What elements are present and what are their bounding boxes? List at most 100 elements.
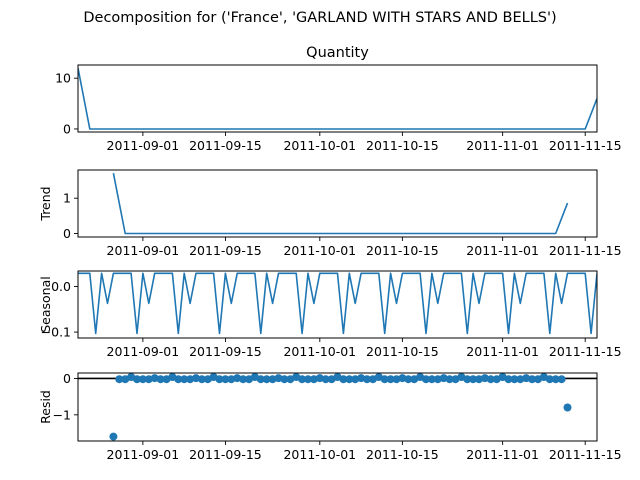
plot-frame-border <box>77 270 598 339</box>
panel-4: Resid −1 0 2011-09-01 2011-09-15 2011-10-01 20… <box>38 371 622 462</box>
panel-2: Trend 0 1 2011-09-01 2011-09-15 2011-10-01 201… <box>38 169 622 258</box>
x-tick-label: 2011-11-15 <box>549 344 622 359</box>
x-tick-label: 2011-11-15 <box>549 243 622 258</box>
resid-point <box>315 374 324 383</box>
resid-point <box>545 375 554 384</box>
resid-point <box>404 375 413 384</box>
x-tick-label: 2011-10-01 <box>283 447 356 462</box>
panel-1: Quantity 0 10 2011-09-01 2011-09-15 2011-10-0… <box>55 45 621 153</box>
resid-point <box>557 375 566 384</box>
series-line <box>78 272 597 335</box>
resid-point <box>197 375 206 384</box>
y-tick-label: −1 <box>53 407 71 422</box>
resid-point <box>133 375 141 384</box>
panel-title: Quantity <box>306 45 369 61</box>
x-tick-label: 2011-10-01 <box>283 243 356 258</box>
resid-point <box>516 375 525 384</box>
y-axis-label: Resid <box>38 390 53 424</box>
series-group <box>78 373 597 441</box>
resid-point <box>445 375 454 384</box>
series-group <box>78 67 597 130</box>
x-tick-label: 2011-09-15 <box>189 447 262 462</box>
resid-point <box>138 375 147 384</box>
resid-point <box>469 375 478 384</box>
x-tick-label: 2011-10-15 <box>366 447 439 462</box>
series-group <box>112 173 569 235</box>
x-tick-label: 2011-10-15 <box>366 344 439 359</box>
resid-point <box>174 375 183 384</box>
y-tick-label: 0 <box>63 226 71 241</box>
resid-point <box>180 375 189 384</box>
x-tick-label: 2011-10-15 <box>366 243 439 258</box>
x-tick-label: 2011-09-01 <box>107 243 180 258</box>
resid-point <box>433 375 442 384</box>
resid-point <box>480 374 489 383</box>
figure-title: Decomposition for ('France', 'GARLAND WI… <box>83 10 556 26</box>
x-tick-label: 2011-09-15 <box>189 138 262 153</box>
x-tick-label: 2011-10-01 <box>283 138 356 153</box>
series-line <box>112 173 569 235</box>
resid-point <box>221 375 230 384</box>
x-tick-label: 2011-10-15 <box>366 138 439 153</box>
resid-point <box>504 375 513 384</box>
resid-point <box>309 375 318 384</box>
x-tick-label: 2011-11-01 <box>466 447 539 462</box>
resid-point <box>150 374 159 383</box>
resid-outlier-point <box>109 432 118 441</box>
panel-3: Seasonal−0.1 0.0 2011-09-01 2011-09-15 2011-… <box>38 270 622 359</box>
resid-point <box>510 375 519 384</box>
x-tick-label: 2011-11-15 <box>549 447 622 462</box>
series-line <box>78 67 597 130</box>
resid-point <box>522 374 531 383</box>
resid-point <box>144 375 153 384</box>
y-tick-label: 1 <box>63 191 71 206</box>
plot-frame <box>77 372 598 442</box>
resid-point <box>186 375 195 384</box>
y-tick-label: 0.0 <box>51 279 71 294</box>
plot-frame-border <box>77 64 598 133</box>
x-tick-label: 2011-11-15 <box>549 138 622 153</box>
resid-point <box>298 375 307 384</box>
resid-point <box>115 375 124 384</box>
resid-point <box>268 375 277 384</box>
plot-frame <box>77 64 598 133</box>
resid-point <box>345 375 354 384</box>
x-tick-label: 2011-09-01 <box>107 447 180 462</box>
plot-frame <box>77 169 598 238</box>
x-tick-label: 2011-10-01 <box>283 344 356 359</box>
resid-point <box>280 375 289 384</box>
resid-point <box>304 375 312 384</box>
resid-point <box>351 375 360 384</box>
x-tick-label: 2011-09-01 <box>107 138 180 153</box>
resid-point <box>528 375 537 384</box>
x-tick-label: 2011-09-01 <box>107 344 180 359</box>
resid-point <box>227 375 236 384</box>
resid-point <box>274 374 283 383</box>
resid-point <box>475 375 483 384</box>
x-tick-label: 2011-09-15 <box>189 243 262 258</box>
resid-point <box>192 374 200 383</box>
x-tick-label: 2011-11-01 <box>466 243 539 258</box>
resid-point <box>380 375 389 384</box>
series-group <box>78 272 597 335</box>
plot-frame-border <box>77 169 598 238</box>
resid-point <box>256 375 265 384</box>
resid-point <box>463 375 472 384</box>
x-tick-label: 2011-11-01 <box>466 138 539 153</box>
resid-point <box>392 375 401 384</box>
y-tick-label: −0.1 <box>41 325 71 340</box>
resid-point <box>339 375 348 384</box>
y-tick-label: 10 <box>55 71 71 86</box>
x-tick-label: 2011-11-01 <box>466 344 539 359</box>
resid-point <box>363 375 371 384</box>
resid-point <box>156 375 165 384</box>
resid-point <box>321 375 330 384</box>
resid-point <box>398 374 407 383</box>
resid-point <box>262 375 271 384</box>
y-tick-label: 0 <box>63 121 71 136</box>
y-axis-label: Seasonal <box>38 276 53 333</box>
resid-point <box>239 375 248 384</box>
resid-point <box>233 374 242 383</box>
y-tick-label: 0 <box>63 371 71 386</box>
